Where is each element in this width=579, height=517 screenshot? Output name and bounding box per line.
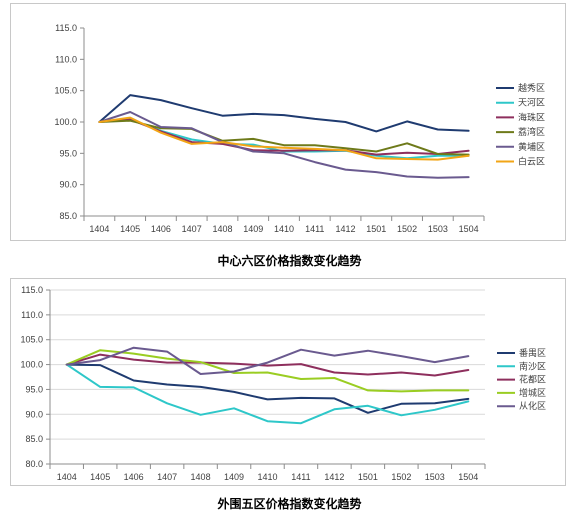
chart-caption-outer: 外围五区价格指数变化趋势 [217,497,362,511]
x-tick-label: 1405 [90,472,110,482]
x-tick-label: 1404 [57,472,77,482]
chart-panel-outer: 115.0 110.0 105.0 100.0 95.0 90.0 85.0 80.0 1404… [10,278,566,486]
x-tick-label: 1404 [89,224,109,234]
x-tick-label: 1503 [428,224,448,234]
y-tick-label: 80.0 [25,459,43,469]
x-tick-label: 1502 [397,224,417,234]
x-tick-label: 1411 [291,472,310,482]
x-tick-label: 1409 [243,224,263,234]
series-line-3 [65,349,470,393]
x-tick-label: 1410 [257,472,277,482]
x-tick-label: 1411 [305,224,324,234]
legend-label-0: 番禺区 [519,347,546,359]
legend-label-2: 花都区 [519,374,546,386]
x-tick-label: 1501 [366,224,386,234]
x-tick-label: 1412 [336,224,356,234]
legend-label-5: 白云区 [518,156,545,168]
series-line-0 [65,363,470,414]
series-line-3 [98,119,470,156]
legend-label-0: 越秀区 [518,82,545,94]
legend-label-3: 增城区 [519,387,546,399]
x-tick-label: 1502 [391,472,411,482]
y-tick-label: 100.0 [54,117,77,127]
series-line-0 [98,94,470,133]
legend-label-1: 天河区 [518,97,545,109]
x-tick-label: 1407 [157,472,177,482]
series-line-2 [65,353,470,377]
series-line-1 [65,363,470,425]
x-tick-label: 1504 [458,472,478,482]
x-tick-label: 1408 [212,224,232,234]
y-tick-label: 105.0 [54,86,77,96]
y-tick-label: 95.0 [59,148,77,158]
y-tick-label: 110.0 [55,54,77,64]
series-line-4 [65,346,470,375]
y-tick-label: 85.0 [25,434,43,444]
x-tick-label: 1412 [324,472,344,482]
y-tick-label: 90.0 [25,409,43,419]
y-tick-label: 105.0 [20,335,43,345]
x-tick-label: 1406 [151,224,171,234]
legend-label-4: 黄埔区 [518,141,545,153]
x-tick-label: 1406 [124,472,144,482]
x-tick-label: 1503 [425,472,445,482]
chart-panel-central: 115.0 110.0 105.0 100.0 95.0 90.0 85.0 1404 1405… [10,3,566,241]
y-tick-label: 95.0 [25,384,43,394]
x-tick-label: 1409 [224,472,244,482]
x-tick-label: 1405 [120,224,140,234]
line-chart-central: 115.0 110.0 105.0 100.0 95.0 90.0 85.0 1404 1405… [54,23,545,234]
chart-caption-central: 中心六区价格指数变化趋势 [217,254,362,268]
legend-label-3: 荔湾区 [518,126,545,138]
series-line-4 [98,111,470,179]
x-tick-label: 1408 [191,472,211,482]
y-tick-label: 115.0 [21,285,43,295]
x-tick-label: 1407 [182,224,202,234]
x-tick-label: 1501 [358,472,378,482]
y-tick-label: 115.0 [55,23,77,33]
series-line-2 [98,118,470,156]
legend-label-1: 南沙区 [519,360,546,372]
legend-label-4: 从化区 [519,400,546,412]
series-line-5 [98,116,470,161]
y-tick-label: 85.0 [59,211,77,221]
x-tick-label: 1504 [459,224,479,234]
y-tick-label: 110.0 [21,310,43,320]
legend-label-2: 海珠区 [518,111,545,123]
line-chart-outer: 115.0 110.0 105.0 100.0 95.0 90.0 85.0 80.0 1404… [20,285,546,482]
x-tick-label: 1410 [274,224,294,234]
y-tick-label: 100.0 [20,360,43,370]
y-tick-label: 90.0 [59,180,77,190]
